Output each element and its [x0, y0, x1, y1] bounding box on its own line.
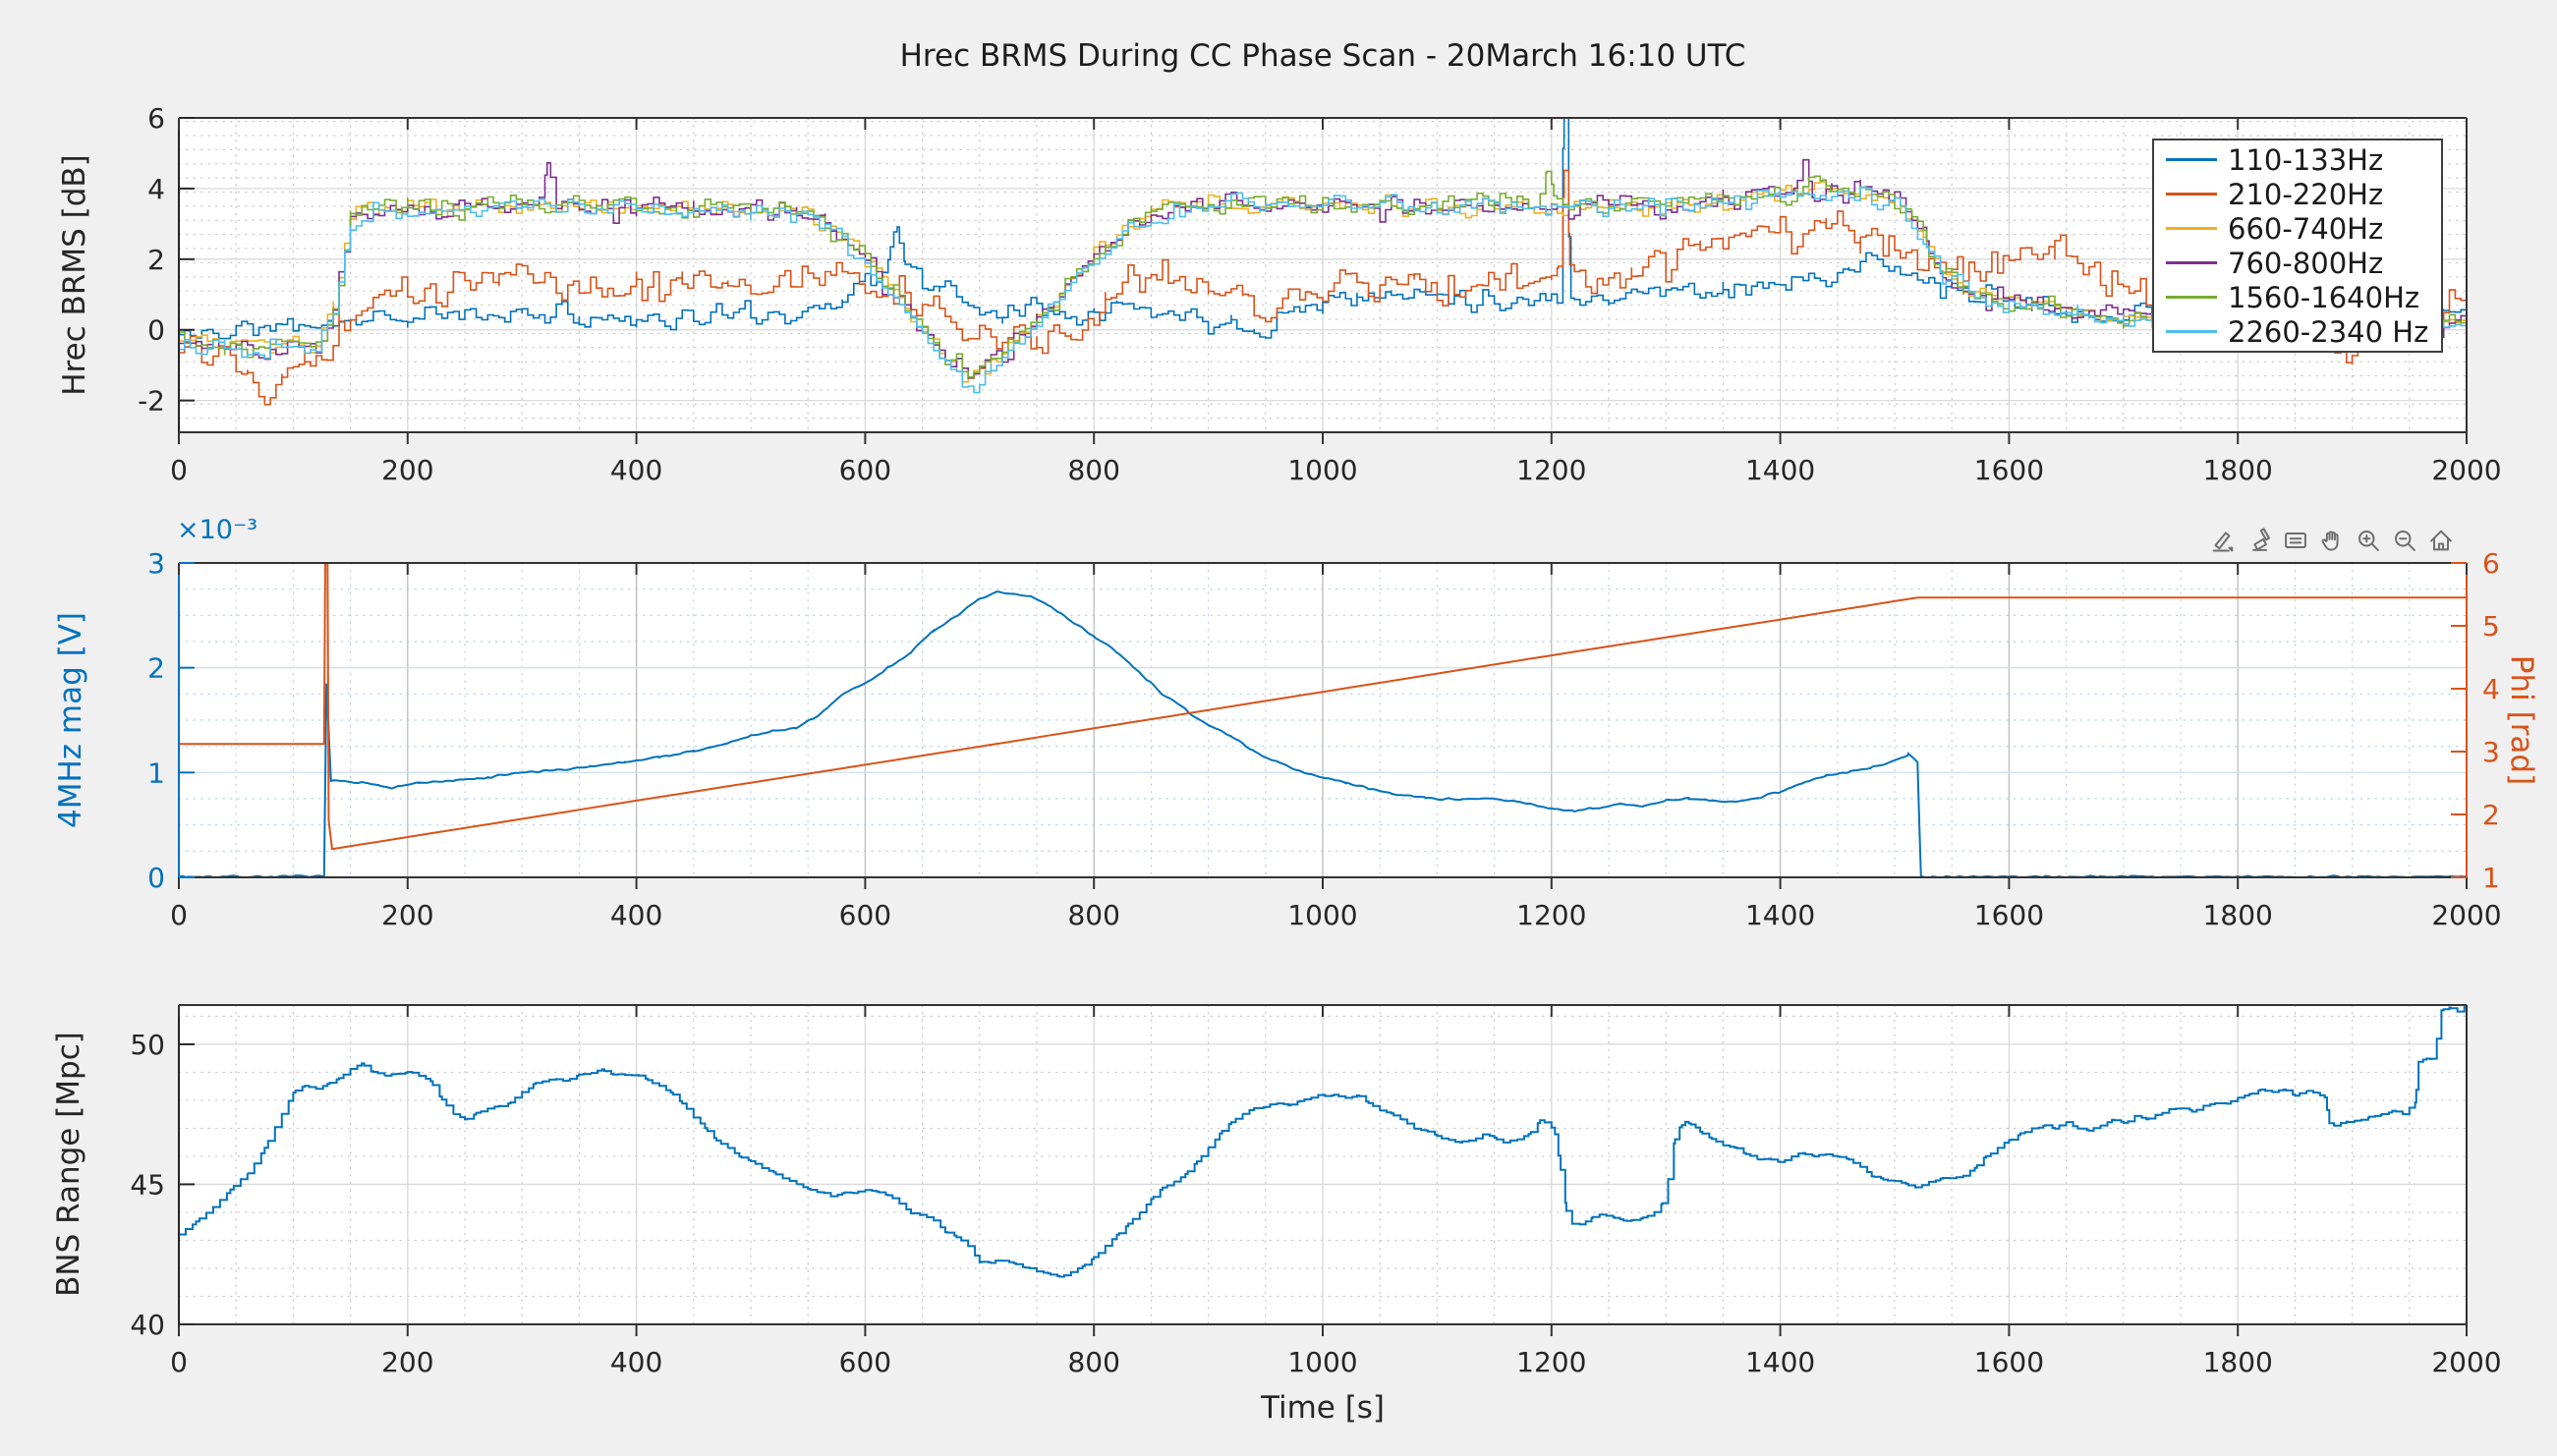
- zoom-in-icon[interactable]: [2355, 527, 2382, 554]
- svg-text:400: 400: [610, 899, 662, 931]
- svg-text:1200: 1200: [1516, 1346, 1586, 1378]
- svg-text:3: 3: [2482, 736, 2500, 768]
- legend-label: 760-800Hz: [2228, 246, 2384, 280]
- zoom-out-icon[interactable]: [2391, 527, 2418, 554]
- legend-entry[interactable]: 660-740Hz: [2154, 212, 2441, 246]
- legend[interactable]: 110-133Hz 210-220Hz 660-740Hz 760-800Hz 1560…: [2152, 139, 2443, 353]
- axis-exponent-label: ×10⁻³: [177, 515, 258, 545]
- export-icon[interactable]: [2209, 527, 2237, 554]
- legend-entry[interactable]: 760-800Hz: [2154, 247, 2441, 280]
- svg-text:2: 2: [147, 652, 165, 685]
- svg-text:1000: 1000: [1287, 1346, 1357, 1378]
- svg-text:50: 50: [130, 1029, 165, 1061]
- legend-line-sample: [2166, 193, 2217, 196]
- brush-icon[interactable]: [2245, 527, 2273, 554]
- legend-entry[interactable]: 2260-2340 Hz: [2154, 315, 2441, 349]
- svg-text:6: 6: [2482, 547, 2500, 580]
- svg-text:0: 0: [147, 314, 165, 347]
- legend-entry[interactable]: 210-220Hz: [2154, 178, 2441, 211]
- svg-text:600: 600: [839, 454, 891, 486]
- legend-entry[interactable]: 110-133Hz: [2154, 143, 2441, 177]
- y-axis-label-phi: Phi [rad]: [2504, 654, 2539, 786]
- svg-text:800: 800: [1067, 454, 1119, 486]
- svg-text:6: 6: [147, 102, 165, 135]
- svg-text:1200: 1200: [1516, 899, 1586, 931]
- svg-text:0: 0: [147, 862, 165, 894]
- legend-line-sample: [2166, 296, 2217, 299]
- figure-title: Hrec BRMS During CC Phase Scan - 20March…: [899, 38, 1746, 74]
- svg-text:400: 400: [610, 1346, 662, 1378]
- svg-text:45: 45: [130, 1168, 165, 1201]
- svg-text:800: 800: [1067, 1346, 1119, 1378]
- legend-line-sample: [2166, 158, 2217, 161]
- svg-text:2000: 2000: [2431, 1346, 2501, 1378]
- pan-icon[interactable]: [2318, 527, 2346, 554]
- svg-text:1200: 1200: [1516, 454, 1586, 486]
- svg-text:1600: 1600: [1974, 1346, 2044, 1378]
- legend-label: 1560-1640Hz: [2228, 280, 2420, 314]
- legend-label: 660-740Hz: [2228, 211, 2384, 246]
- legend-line-sample: [2166, 330, 2217, 333]
- home-icon[interactable]: [2427, 527, 2455, 554]
- svg-text:1400: 1400: [1745, 454, 1815, 486]
- svg-text:2000: 2000: [2431, 454, 2501, 486]
- svg-text:1000: 1000: [1287, 454, 1357, 486]
- svg-text:0: 0: [170, 1346, 188, 1378]
- svg-text:-2: -2: [138, 385, 165, 418]
- legend-label: 210-220Hz: [2228, 177, 2384, 211]
- y-axis-label-bns-range: BNS Range [Mpc]: [51, 1032, 86, 1297]
- svg-text:1: 1: [2482, 862, 2500, 894]
- svg-text:1: 1: [147, 756, 165, 789]
- svg-text:5: 5: [2482, 610, 2500, 643]
- svg-text:2000: 2000: [2431, 899, 2501, 931]
- svg-text:200: 200: [381, 454, 433, 486]
- legend-line-sample: [2166, 227, 2217, 230]
- svg-text:1600: 1600: [1974, 899, 2044, 931]
- legend-label: 110-133Hz: [2228, 142, 2384, 177]
- svg-text:200: 200: [381, 1346, 433, 1378]
- svg-text:0: 0: [170, 899, 188, 931]
- svg-text:2: 2: [2482, 799, 2500, 831]
- x-axis-label-time: Time [s]: [1260, 1390, 1386, 1426]
- svg-text:3: 3: [147, 547, 165, 580]
- y-axis-label-4mhz-mag: 4MHz mag [V]: [53, 611, 88, 829]
- svg-text:4: 4: [2482, 673, 2500, 705]
- legend-line-sample: [2166, 261, 2217, 264]
- svg-text:40: 40: [130, 1309, 165, 1341]
- svg-text:600: 600: [839, 899, 891, 931]
- svg-text:4: 4: [147, 173, 165, 205]
- svg-text:1800: 1800: [2203, 1346, 2273, 1378]
- legend-label: 2260-2340 Hz: [2228, 314, 2429, 349]
- svg-text:200: 200: [381, 899, 433, 931]
- svg-text:600: 600: [839, 1346, 891, 1378]
- legend-entry[interactable]: 1560-1640Hz: [2154, 281, 2441, 314]
- svg-text:2: 2: [147, 244, 165, 276]
- datatips-icon[interactable]: [2282, 527, 2309, 554]
- svg-text:1400: 1400: [1745, 899, 1815, 931]
- svg-text:400: 400: [610, 454, 662, 486]
- svg-text:1400: 1400: [1745, 1346, 1815, 1378]
- svg-text:1800: 1800: [2203, 899, 2273, 931]
- svg-text:1800: 1800: [2203, 454, 2273, 486]
- y-axis-label-hrec-brms: Hrec BRMS [dB]: [57, 154, 92, 396]
- axes-toolbar: [2209, 527, 2455, 554]
- svg-text:0: 0: [170, 454, 188, 486]
- svg-text:800: 800: [1067, 899, 1119, 931]
- svg-text:1000: 1000: [1287, 899, 1357, 931]
- svg-text:1600: 1600: [1974, 454, 2044, 486]
